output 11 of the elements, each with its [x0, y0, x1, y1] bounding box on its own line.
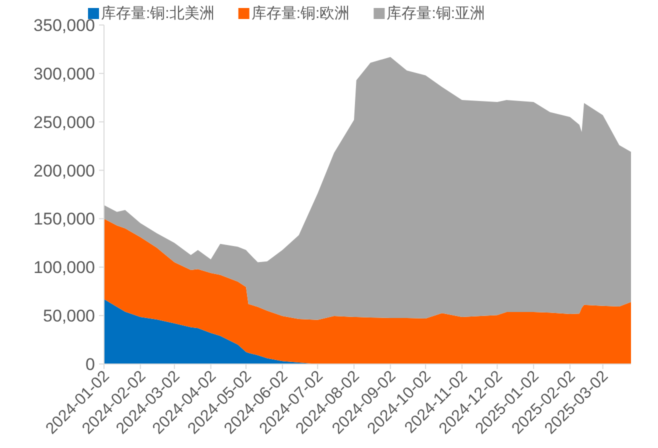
y-tick-label: 300,000 [34, 64, 95, 84]
y-tick-label: 100,000 [34, 258, 95, 278]
y-tick-label: 250,000 [34, 112, 95, 132]
y-tick-label: 350,000 [34, 16, 95, 35]
legend-label: 库存量:铜:亚洲 [386, 5, 486, 22]
y-tick-label: 50,000 [43, 306, 95, 326]
y-tick-label: 150,000 [34, 210, 95, 229]
legend-label: 库存量:铜:北美洲 [101, 5, 214, 22]
y-tick-label: 200,000 [34, 161, 95, 180]
y-tick-label: 0 [86, 355, 95, 374]
legend-label: 库存量:铜:欧洲 [251, 5, 350, 22]
